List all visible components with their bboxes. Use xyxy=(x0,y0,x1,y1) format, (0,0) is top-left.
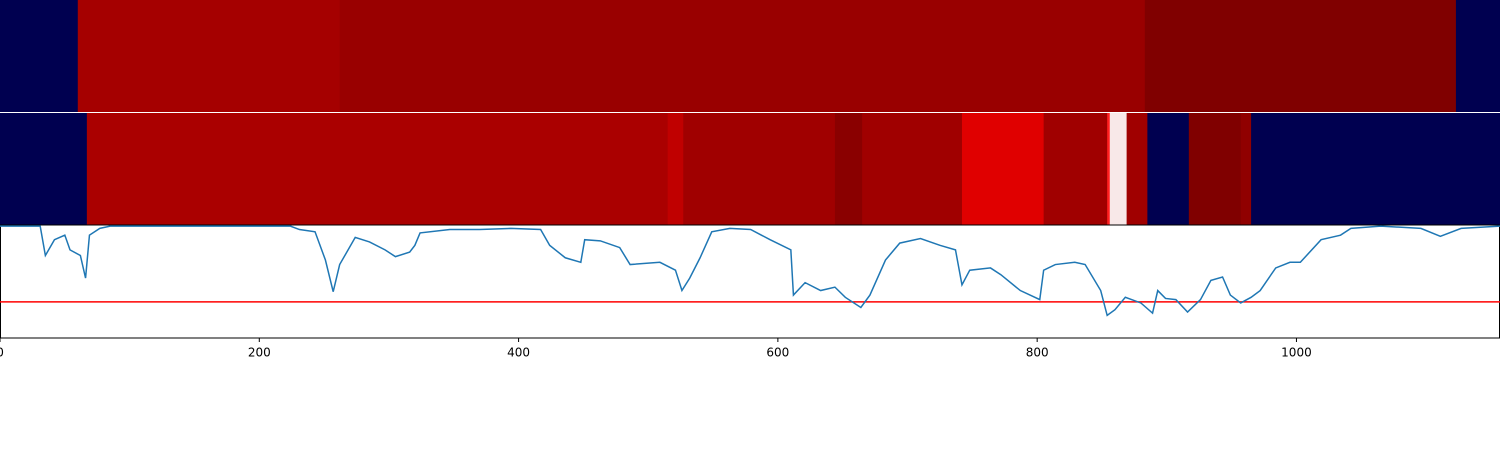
x-tick-label: 0 xyxy=(0,346,4,360)
heatmap-cell xyxy=(1455,0,1500,112)
heatmap-cell xyxy=(1251,113,1500,225)
heatmap-cell xyxy=(0,113,88,225)
plot-frame xyxy=(0,224,1500,339)
heatmap-cell xyxy=(0,0,79,112)
heatmap-cell xyxy=(1109,113,1128,225)
heatmap-cell xyxy=(667,113,684,225)
heatmap-cell xyxy=(961,113,1045,225)
x-tick-label: 400 xyxy=(507,346,530,360)
line xyxy=(0,225,1500,317)
x-tick-label: 200 xyxy=(248,346,271,360)
heatmap-cell xyxy=(834,113,863,225)
heatmap-cell xyxy=(1147,113,1190,225)
heatmap-cell xyxy=(1144,0,1457,112)
heatmap-cell xyxy=(77,0,341,112)
heatmap-cell xyxy=(339,0,1146,112)
heatmap-cell xyxy=(1126,113,1148,225)
heatmap-cell xyxy=(1107,113,1111,225)
heatmap-cell xyxy=(1188,113,1242,225)
heatmap-cell xyxy=(683,113,836,225)
heatmap-cell xyxy=(1043,113,1108,225)
heatmap-cell xyxy=(862,113,963,225)
x-tick-label: 600 xyxy=(766,346,789,360)
x-tick-label: 1000 xyxy=(1281,346,1312,360)
x-tick-label: 800 xyxy=(1026,346,1049,360)
heatmap-cell xyxy=(1240,113,1252,225)
heatmap-cell xyxy=(86,113,669,225)
